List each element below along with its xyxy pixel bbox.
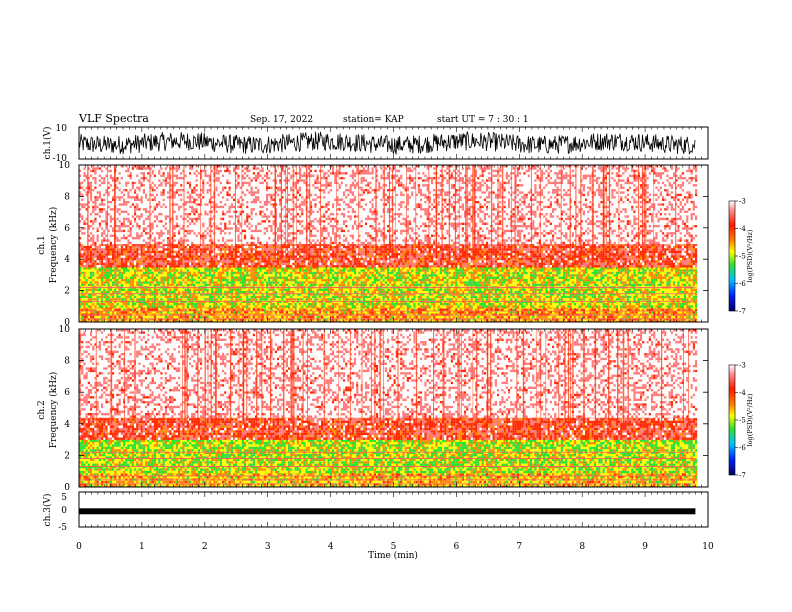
- time-tick-label: 1: [139, 542, 145, 552]
- ch2-spectrogram-ylabel: ch.2: [37, 400, 47, 419]
- time-tick-label: 0: [76, 542, 82, 552]
- spectrogram-band: [79, 243, 698, 268]
- ch2-spec-ytick-label: 4: [64, 420, 70, 430]
- ch2-spectrogram-image: [79, 329, 698, 487]
- ch2-colorbar-label: log(PSD)(V²/Hz): [746, 393, 754, 446]
- ch1-spec-ytick-label: 10: [59, 161, 71, 171]
- time-tick-label: 2: [202, 542, 208, 552]
- ch1-spec-ytick-label: 4: [64, 255, 70, 265]
- ch1-colorbar-tick-label: -6: [739, 280, 746, 288]
- ch3-waveform-ylabel: ch.3(V): [42, 494, 53, 527]
- ch2-colorbar-tick-label: -3: [739, 362, 746, 370]
- spectrogram-band: [79, 165, 698, 245]
- time-tick-label: 10: [702, 542, 714, 552]
- ch2-colorbar: [728, 364, 736, 476]
- spectrogram-band: [79, 329, 698, 418]
- ch2-colorbar-tick-label: -6: [739, 444, 746, 452]
- time-tick-label: 3: [265, 542, 271, 552]
- station-label: station= KAP: [343, 115, 404, 125]
- ch2-spec-ytick-label: 8: [64, 357, 70, 367]
- ch2-spec-ytick-label: 10: [59, 325, 71, 335]
- start-time-label: start UT = 7 : 30 : 1: [437, 115, 529, 125]
- ch2-spec-ytick-label: 0: [64, 483, 70, 493]
- ch1-waveform-line: [78, 131, 696, 155]
- ch1-waveform-ylabel: ch.1(V): [42, 127, 53, 160]
- time-tick-label: 6: [454, 542, 460, 552]
- ch2-colorbar-tick-label: -7: [739, 472, 746, 480]
- time-tick-label: 7: [516, 542, 522, 552]
- time-tick-label: 5: [391, 542, 397, 552]
- time-tick-label: 9: [642, 542, 648, 552]
- ch1-colorbar-tick-label: -7: [739, 308, 746, 316]
- ch3-waveform-line: [79, 508, 696, 515]
- ch1-colorbar-tick-label: -5: [739, 253, 746, 261]
- ch2-spec-ytick-label: 2: [64, 451, 70, 461]
- ch1-colorbar-tick-label: -3: [739, 198, 746, 206]
- ch1-spec-ytick-label: 8: [64, 192, 70, 202]
- ch1-spectrogram-image: [79, 165, 698, 322]
- time-axis-label: Time (min): [368, 550, 418, 561]
- ch3-ytick-top: 5: [61, 493, 67, 503]
- ch1-ytick-top: 10: [56, 124, 68, 134]
- time-tick-label: 8: [579, 542, 585, 552]
- ch1-colorbar: [728, 200, 736, 312]
- figure-title: VLF Spectra: [78, 112, 149, 125]
- time-tick-label: 4: [328, 542, 334, 552]
- ch1-colorbar-label: log(PSD)(V²/Hz): [746, 229, 754, 282]
- ch2-spec-ytick-label: 6: [64, 388, 70, 398]
- date-label: Sep. 17, 2022: [250, 115, 313, 125]
- spectrogram-band: [79, 439, 698, 474]
- ch2-colorbar-tick-label: -4: [739, 389, 746, 397]
- ch1-frequency-axis-label: Frequency (kHz): [48, 207, 59, 284]
- ch1-spec-ytick-label: 6: [64, 224, 70, 234]
- ch1-spec-ytick-label: 0: [64, 318, 70, 328]
- ch1-colorbar-tick-label: -4: [739, 225, 746, 233]
- ch1-spectrogram-ylabel: ch.1: [37, 235, 47, 254]
- spectrogram-band: [79, 415, 698, 440]
- ch2-colorbar-tick-label: -5: [739, 417, 746, 425]
- ch1-spec-ytick-label: 2: [64, 287, 70, 297]
- ch3-ytick-bottom: -5: [58, 523, 67, 533]
- ch2-frequency-axis-label: Frequency (kHz): [48, 372, 59, 449]
- ch3-ytick-mid: 0: [61, 506, 67, 516]
- ch1-ytick-bottom: -10: [53, 154, 68, 164]
